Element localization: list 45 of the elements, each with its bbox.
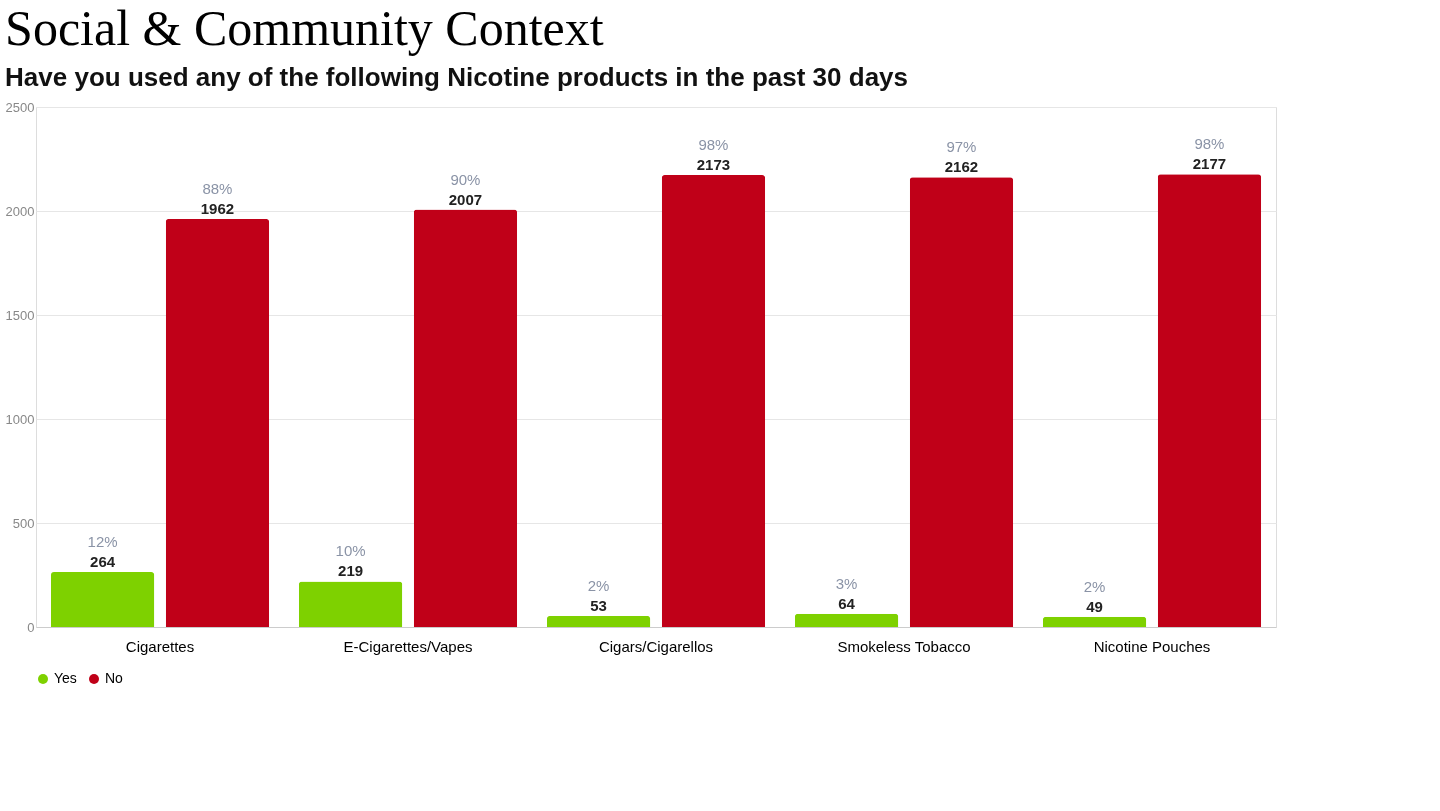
x-tick-label: E-Cigarettes/Vapes (343, 637, 473, 655)
bar (546, 615, 651, 627)
annotation: 3% (835, 574, 858, 592)
y-tick-label: 2000 (5, 203, 35, 219)
data-label: 64 (838, 594, 856, 612)
legend-label: Yes (54, 670, 77, 686)
bar (50, 572, 155, 627)
annotation: 12% (87, 533, 118, 551)
x-tick-label: Smokeless Tobacco (837, 637, 971, 655)
x-tick-label: Cigarettes (125, 637, 195, 655)
y-tick-label: 500 (12, 515, 35, 531)
x-tick-label: Nicotine Pouches (1093, 637, 1211, 655)
bar (298, 581, 403, 627)
data-label: 53 (590, 596, 607, 614)
annotation: 2% (587, 576, 610, 594)
annotation: 88% (202, 179, 233, 197)
annotation: 90% (450, 170, 481, 188)
bar (413, 209, 518, 627)
y-tick-label: 2500 (5, 99, 35, 115)
bar (1157, 174, 1262, 627)
bar (661, 175, 766, 627)
annotation: 98% (1194, 135, 1225, 153)
bar (909, 177, 1014, 627)
y-tick-label: 1000 (5, 411, 35, 427)
data-label: 264 (90, 553, 116, 571)
y-tick-label: 0 (27, 619, 35, 635)
data-label: 219 (338, 562, 364, 580)
chart-title: Social & Community Context (5, 0, 604, 56)
annotation: 10% (335, 542, 366, 560)
annotation: 98% (698, 136, 729, 154)
annotation: 97% (946, 138, 977, 156)
data-label: 2007 (448, 190, 483, 208)
x-tick-label: Cigars/Cigarellos (598, 637, 714, 655)
legend-label: No (105, 670, 124, 686)
annotation: 2% (1083, 577, 1106, 595)
chart-subtitle: Have you used any of the following Nicotine products in the past 30 days (5, 62, 909, 92)
data-label: 1962 (200, 199, 235, 217)
data-label: 49 (1086, 597, 1103, 615)
data-label: 2173 (696, 156, 731, 174)
bar (1042, 616, 1147, 627)
bar (165, 218, 270, 627)
data-label: 2162 (944, 158, 979, 176)
bar (794, 613, 899, 627)
data-label: 2177 (1192, 155, 1227, 173)
y-tick-label: 1500 (5, 307, 35, 323)
